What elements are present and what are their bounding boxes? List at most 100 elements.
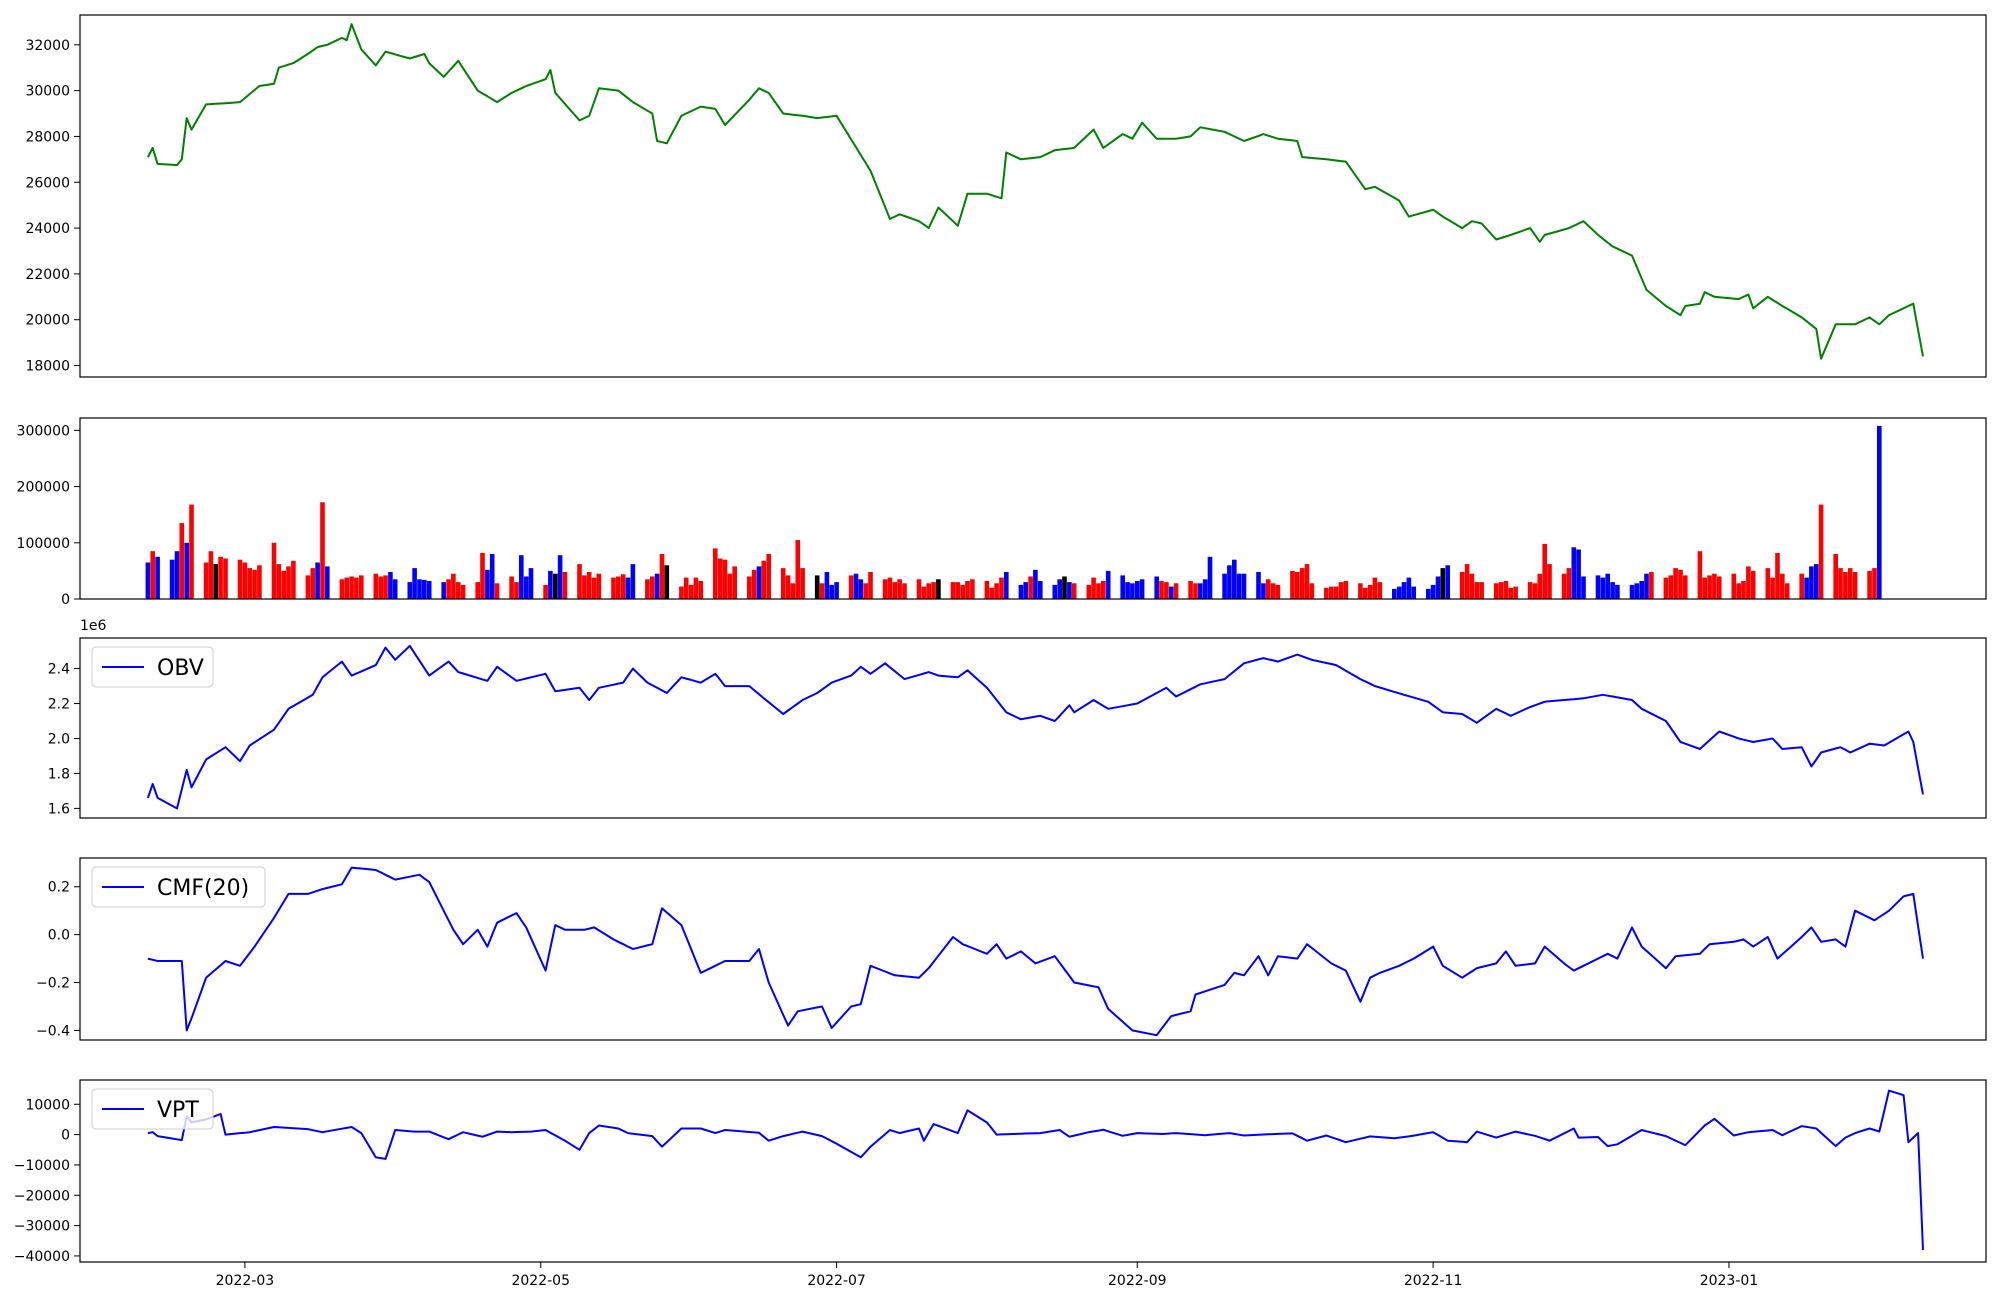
volume-bar: [751, 569, 757, 599]
x-tick-label: 2022-07: [807, 1273, 866, 1289]
volume-bar: [1784, 583, 1790, 599]
volume-bar: [354, 577, 359, 599]
volume-bar: [485, 569, 490, 599]
y-tick-label: 2.4: [48, 662, 70, 678]
volume-bar: [1362, 587, 1368, 599]
volume-bar: [1338, 582, 1344, 599]
volume-bar: [989, 587, 995, 599]
volume-bar: [863, 583, 868, 599]
y-tick-label: 24000: [25, 221, 70, 237]
volume-bar: [1629, 584, 1635, 599]
volume-bar: [1091, 577, 1096, 599]
volume-bar: [1173, 583, 1179, 599]
y-tick-label: 28000: [25, 129, 70, 145]
volume-bar: [373, 573, 379, 599]
vpt-legend: VPT: [91, 1088, 214, 1130]
volume-bar: [650, 576, 655, 599]
volume-bar: [1270, 583, 1276, 599]
volume-bar: [1101, 581, 1106, 599]
y-tick-label: 20000: [25, 313, 70, 329]
volume-bar: [456, 582, 461, 599]
volume-bar: [654, 573, 660, 599]
volume-bar: [1547, 564, 1552, 599]
legend-box: [91, 866, 266, 908]
volume-bar: [1717, 576, 1722, 599]
volume-bar: [1445, 565, 1450, 599]
volume-bar: [378, 576, 383, 599]
volume-bar: [1406, 577, 1412, 599]
volume-bar: [1168, 586, 1174, 599]
legend-label: VPT: [157, 1098, 199, 1123]
y-tick-label: 32000: [25, 38, 70, 54]
volume-bar: [960, 584, 965, 599]
volume-bar: [1731, 573, 1737, 599]
volume-bar: [1057, 579, 1062, 599]
volume-bar: [591, 577, 597, 599]
legend-box: [91, 646, 214, 688]
volume-bar: [349, 576, 354, 599]
volume-bar: [1004, 572, 1009, 599]
axes-frame: [79, 637, 1987, 819]
volume-bar: [344, 577, 349, 599]
volume-bar: [800, 568, 805, 599]
volume-bar: [1401, 582, 1407, 599]
volume-bar: [679, 586, 684, 599]
y-tick-label: 200000: [17, 480, 70, 496]
volume-bar: [616, 576, 621, 599]
vpt-panel: −40000 −30000 −20000 −10000 0 10000 VPT: [14, 1079, 1987, 1265]
volume-bar: [829, 584, 834, 599]
volume-bar: [1702, 577, 1707, 599]
volume-bar: [223, 558, 228, 599]
volume-bar: [1770, 577, 1775, 599]
volume-bar: [359, 575, 364, 599]
volume-bar: [1712, 573, 1717, 599]
y-tick-label: 0.2: [48, 880, 70, 896]
volume-bar: [1096, 583, 1101, 599]
volume-bar: [1707, 575, 1712, 599]
volume-bar: [1741, 581, 1746, 599]
volume-bar: [824, 572, 830, 599]
volume-bar: [145, 562, 151, 599]
volume-bar: [1644, 573, 1649, 599]
volume-bar: [1358, 583, 1363, 599]
volume-bar: [1139, 579, 1145, 599]
volume-bar: [1435, 576, 1441, 599]
volume-bar: [1130, 583, 1135, 599]
volume-bar: [1474, 582, 1480, 599]
legend-label: OBV: [157, 656, 204, 681]
volume-bar: [446, 579, 451, 599]
y-tick-label: −20000: [14, 1188, 70, 1204]
price-series-line: [147, 23, 1924, 360]
volume-bar: [766, 554, 771, 599]
y-tick-label: 10000: [25, 1097, 70, 1113]
volume-bar: [1561, 573, 1567, 599]
x-tick-label: 2022-11: [1404, 1273, 1463, 1289]
volume-bar: [514, 582, 519, 599]
volume-bar: [383, 575, 388, 599]
volume-bar: [1537, 573, 1543, 599]
volume-bar: [1775, 552, 1780, 599]
volume-bar: [1430, 584, 1436, 599]
volume-bar: [509, 576, 514, 599]
y-tick-label: 22000: [25, 267, 70, 283]
volume-bar: [586, 572, 592, 599]
volume-bar: [882, 579, 888, 599]
volume-bar: [184, 542, 189, 599]
volume-bar: [645, 579, 650, 599]
volume-bar: [1062, 576, 1067, 599]
volume-bar: [693, 577, 699, 599]
y-tick-label: 300000: [17, 423, 70, 439]
volume-bar: [1877, 425, 1882, 599]
volume-bar: [1329, 586, 1334, 599]
x-tick-label: 2022-05: [511, 1273, 570, 1289]
volume-bar: [208, 551, 214, 599]
volume-bar: [548, 570, 553, 599]
volume-bar: [174, 551, 180, 599]
volume-bar: [179, 523, 185, 599]
volume-bar: [780, 568, 786, 599]
volume-bar: [1867, 570, 1872, 599]
volume-bar: [1086, 584, 1092, 599]
volume-bar: [795, 540, 801, 599]
volume-bar: [1765, 568, 1771, 599]
volume-bar: [1154, 576, 1159, 599]
